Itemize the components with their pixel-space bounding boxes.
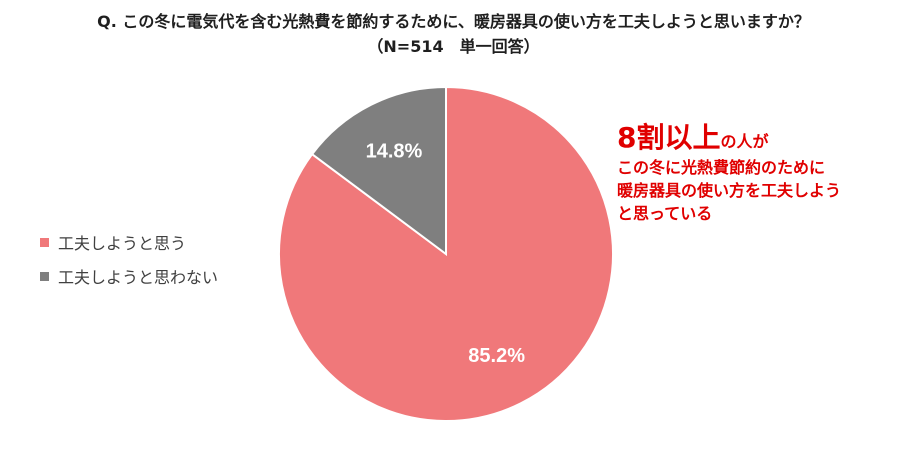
callout-line-2: 暖房器具の使い方を工夫しよう [617,181,842,200]
legend: 工夫しようと思う 工夫しようと思わない [40,231,218,299]
callout-line-3: と思っている [617,204,713,223]
legend-swatch-agree [40,237,49,247]
legend-label-agree: 工夫しようと思う [58,234,187,253]
pie-slice-disagree [310,85,447,256]
chart-subtitle: （N=514 単一回答） [367,37,540,56]
callout-headline: 8割以上の人が [617,116,841,156]
legend-label-disagree: 工夫しようと思わない [58,268,219,287]
data-label-disagree: 14.8% [366,140,423,162]
callout: 8割以上の人が この冬に光熱費節約のために 暖房器具の使い方を工夫しよう と思っ… [617,116,841,225]
legend-swatch-disagree [40,271,49,281]
data-label-agree: 85.2% [468,345,525,367]
legend-item-agree: 工夫しようと思う [40,231,218,253]
legend-item-disagree: 工夫しようと思わない [40,265,218,287]
callout-suffix: の人が [720,132,769,151]
callout-highlight: 8割以上 [617,121,721,154]
chart-title: Q. この冬に電気代を含む光熱費を節約するために、暖房器具の使い方を工夫しようと… [97,12,810,31]
callout-line-1: この冬に光熱費節約のために [617,158,826,177]
